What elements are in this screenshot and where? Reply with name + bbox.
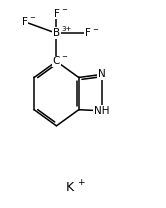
Text: −: − — [61, 7, 67, 13]
Text: N: N — [98, 69, 106, 79]
Text: −: − — [61, 54, 67, 60]
Text: −: − — [93, 27, 98, 32]
Text: K: K — [66, 181, 74, 194]
Text: NH: NH — [94, 106, 110, 116]
Text: F: F — [53, 9, 59, 19]
Text: C: C — [53, 56, 60, 66]
Text: F: F — [22, 17, 28, 27]
Text: −: − — [30, 15, 35, 21]
Text: +: + — [77, 178, 84, 187]
Text: F: F — [85, 28, 91, 38]
Text: 3+: 3+ — [61, 26, 71, 32]
Text: B: B — [53, 28, 60, 38]
